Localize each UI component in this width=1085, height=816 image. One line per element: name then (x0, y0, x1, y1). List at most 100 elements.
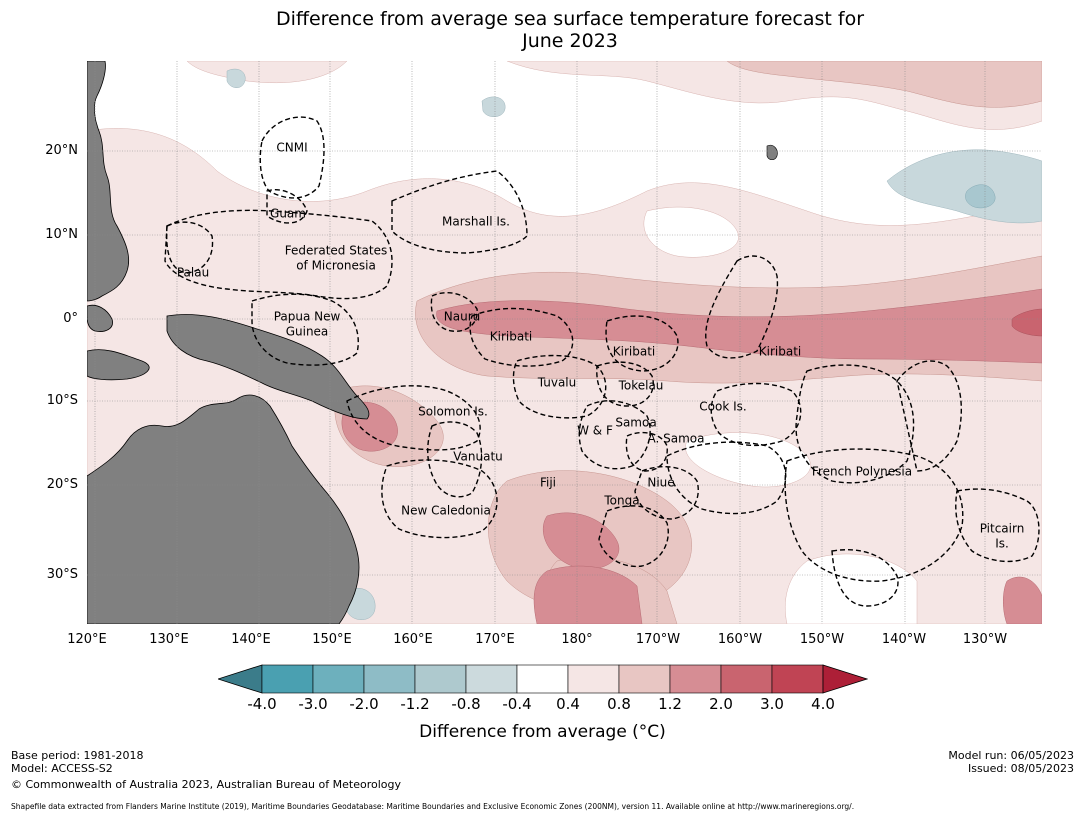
colorbar-segment (771, 664, 824, 694)
colorbar-segment (465, 664, 518, 694)
lon-label-180: 180° (561, 632, 593, 647)
colorbar-tick: -3.0 (298, 695, 328, 713)
lon-label-160e: 160°E (393, 632, 433, 647)
lat-label-30s: 30°S (46, 567, 78, 582)
land-indonesia (87, 349, 150, 381)
title-line-2: June 2023 (522, 30, 618, 52)
model-run: Model run: 06/05/2023 (948, 749, 1074, 762)
lon-label-170w: 170°W (635, 632, 681, 647)
eez-label-pitcairn-line2: Is. (995, 536, 1009, 551)
eez-label-tonga: Tonga (604, 493, 640, 508)
anomaly-neutral-central (643, 206, 739, 258)
base-period: Base period: 1981-2018 (11, 749, 144, 762)
eez-label-kiribati-central: Kiribati (612, 344, 656, 359)
anomaly-neutral-se (784, 553, 918, 624)
eez-label-fsm-line1: Federated States (284, 243, 388, 258)
anomaly-1-2-south (542, 512, 620, 570)
eez-label-cook-is: Cook Is. (699, 399, 747, 414)
land-australia (87, 394, 360, 624)
colorbar-tick: 4.0 (811, 695, 835, 713)
colorbar-tick: 0.4 (556, 695, 580, 713)
anomaly-neg-0-4-ne (886, 149, 1042, 224)
colorbar-tick: -0.4 (502, 695, 532, 713)
lon-label-130w: 130°W (962, 632, 1008, 647)
graticule (87, 61, 1042, 624)
model-name: Model: ACCESS-S2 (11, 762, 113, 775)
eez-label-solomon-is: Solomon Is. (418, 404, 488, 419)
lon-label-170e: 170°E (475, 632, 515, 647)
land-new-guinea (166, 314, 370, 420)
chart-title: Difference from average sea surface temp… (0, 8, 1085, 52)
colorbar-tick: 0.8 (607, 695, 631, 713)
colorbar-segment (414, 664, 467, 694)
eez-label-kiribati-east: Kiribati (758, 344, 802, 359)
anomaly-1-2-far-south (533, 565, 643, 624)
eez-label-palau: Palau (176, 265, 210, 280)
lat-label-20n: 20°N (45, 143, 78, 158)
eez-label-american-samoa: A. Samoa (647, 431, 705, 446)
eez-label-niue: Niue (647, 475, 675, 490)
colorbar (216, 664, 869, 694)
anomaly-neutral-south (685, 432, 811, 488)
colorbar-arrow-high (822, 664, 869, 694)
colorbar-segment (669, 664, 722, 694)
eez-label-fsm-line2: of Micronesia (296, 258, 376, 273)
colorbar-tick: 2.0 (709, 695, 733, 713)
colorbar-tick: 1.2 (658, 695, 682, 713)
land-philippines (87, 61, 130, 302)
colorbar-tick: 3.0 (760, 695, 784, 713)
colorbar-segment (618, 664, 671, 694)
eez-label-png-line1: Papua New (273, 309, 341, 324)
colorbar-segment (516, 664, 569, 694)
colorbar-title: Difference from average (°C) (419, 722, 666, 742)
colorbar-segment (312, 664, 365, 694)
copyright: © Commonwealth of Australia 2023, Austra… (11, 778, 401, 791)
anomaly-1-2-east-south (1003, 576, 1042, 624)
anomaly-neg-0-4-n (481, 96, 506, 117)
lon-label-120e: 120°E (67, 632, 107, 647)
title-line-1: Difference from average sea surface temp… (275, 8, 865, 30)
eez-label-samoa: Samoa (615, 415, 657, 430)
eez-label-nauru: Nauru (443, 309, 481, 324)
eez-label-cnmi: CNMI (276, 140, 308, 155)
eez-label-tokelau: Tokelau (618, 378, 664, 393)
eez-boundaries (164, 116, 1040, 607)
eez-label-vanuatu: Vanuatu (453, 449, 503, 464)
lat-label-10n: 10°N (45, 227, 78, 242)
lat-label-20s: 20°S (46, 477, 78, 492)
colorbar-tick: -4.0 (247, 695, 277, 713)
colorbar-svg (216, 664, 869, 694)
eez-label-wallis-futuna: W & F (577, 423, 613, 438)
colorbar-segment (720, 664, 773, 694)
issued-date: Issued: 08/05/2023 (967, 762, 1074, 775)
eez-label-marshall-is: Marshall Is. (442, 214, 510, 229)
colorbar-tick: -0.8 (451, 695, 481, 713)
lat-label-10s: 10°S (46, 393, 78, 408)
sst-anomaly-map (87, 61, 1042, 624)
anomaly-1-2-equatorial (436, 288, 1042, 364)
shapefile-credit: Shapefile data extracted from Flanders M… (11, 802, 855, 811)
eez-label-pitcairn-line1: Pitcairn (979, 521, 1025, 536)
anomaly-2-0-east (1011, 308, 1042, 337)
eez-label-fiji: Fiji (539, 475, 557, 490)
lat-label-0: 0° (63, 311, 78, 326)
anomaly-0-4-top-left (186, 61, 348, 84)
colorbar-segment (567, 664, 620, 694)
lon-label-140e: 140°E (231, 632, 271, 647)
anomaly-0-8-north-east (726, 61, 1042, 108)
lon-label-140w: 140°W (881, 632, 927, 647)
colorbar-tick: -1.2 (400, 695, 430, 713)
footer-left: Base period: 1981-2018 Model: ACCESS-S2 (11, 749, 143, 775)
footer-right: Model run: 06/05/2023 Issued: 08/05/2023 (948, 749, 1074, 775)
colorbar-segment (363, 664, 416, 694)
colorbar-segment (261, 664, 314, 694)
lon-label-160w: 160°W (717, 632, 763, 647)
colorbar-tick: -2.0 (349, 695, 379, 713)
eez-label-french-polynesia: French Polynesia (811, 464, 913, 479)
anomaly-neg-0-8-ne (965, 184, 996, 209)
anomaly-neg-0-4-nw (226, 68, 246, 88)
eez-label-tuvalu: Tuvalu (537, 375, 577, 390)
eez-label-guam: Guam (270, 206, 306, 221)
land-hawaii (766, 144, 778, 161)
eez-label-new-caledonia: New Caledonia (401, 503, 491, 518)
